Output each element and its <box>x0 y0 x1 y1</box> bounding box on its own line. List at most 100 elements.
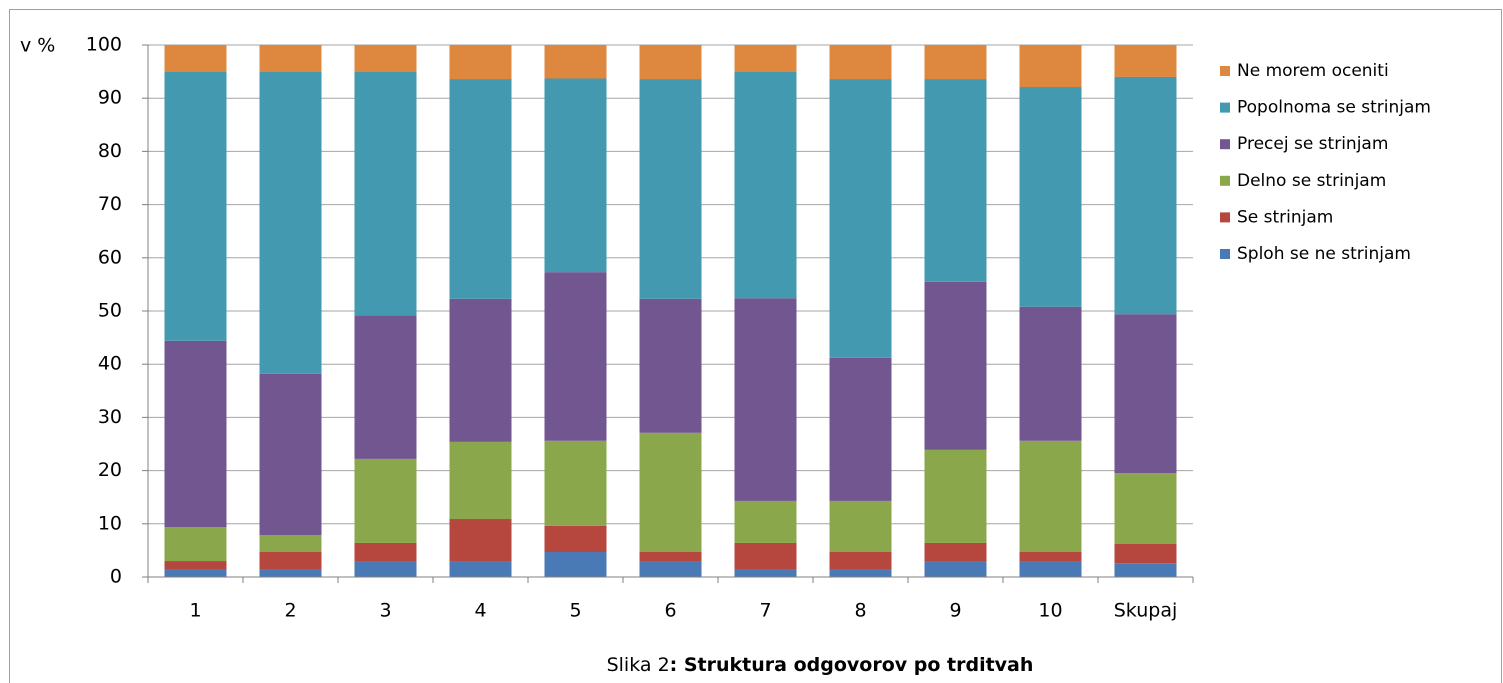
bar-segment <box>164 569 227 577</box>
y-tick-label: 90 <box>98 87 122 109</box>
legend-swatch <box>1220 102 1230 113</box>
y-tick-label: 50 <box>98 300 122 322</box>
bar-segment <box>829 500 892 552</box>
bar-segment <box>449 298 512 442</box>
legend-swatch <box>1220 175 1230 186</box>
bar-segment <box>639 432 702 552</box>
bar-segment <box>639 45 702 80</box>
caption-prefix: Slika 2 <box>607 654 670 676</box>
x-tick-label: 3 <box>379 600 391 622</box>
bar-segment <box>1114 45 1177 77</box>
y-tick-label: 80 <box>98 140 122 162</box>
bar-segment <box>734 298 797 501</box>
bar-segment <box>639 79 702 299</box>
bar-segment <box>1019 45 1082 88</box>
legend-swatch <box>1220 249 1230 259</box>
bar-segment <box>259 534 322 552</box>
bar-segment <box>829 357 892 501</box>
bar-segment <box>1019 87 1082 307</box>
x-tick-label: 5 <box>569 600 581 622</box>
bar-segment <box>354 458 417 543</box>
bar-segment <box>354 542 417 562</box>
bar-segment <box>1114 314 1177 474</box>
bar-segment <box>164 71 227 341</box>
bar-segment <box>544 78 607 273</box>
bar-segment <box>354 561 417 577</box>
bar-segment <box>164 526 227 562</box>
x-tick-label: 9 <box>949 600 961 622</box>
bar-segment <box>1019 440 1082 552</box>
x-tick-label: 6 <box>664 600 676 622</box>
caption-title: : Struktura odgovorov po trditvah <box>670 654 1034 676</box>
bar-segment <box>449 45 512 80</box>
bar-segment <box>259 551 322 570</box>
y-tick-label: 60 <box>98 246 122 268</box>
x-tick-label: Skupaj <box>1114 600 1178 622</box>
bar-segment <box>1114 563 1177 577</box>
bar-segment <box>924 542 987 562</box>
x-tick-label: 10 <box>1038 600 1062 622</box>
legend-swatch <box>1220 212 1230 223</box>
legend-label: Ne morem oceniti <box>1237 61 1389 81</box>
bar-segment <box>449 519 512 562</box>
x-tick-label: 8 <box>854 600 866 622</box>
bar-segment <box>354 71 417 316</box>
bar-segment <box>924 79 987 282</box>
bar-segment <box>449 441 512 520</box>
bar-segment <box>829 569 892 577</box>
bar-segment <box>1019 561 1082 577</box>
y-axis-label: v % <box>20 35 55 57</box>
bar-segment <box>259 45 322 72</box>
bar-segment <box>829 551 892 570</box>
legend-swatch <box>1220 66 1230 76</box>
legend-label: Precej se strinjam <box>1237 134 1388 154</box>
bar-segment <box>544 45 607 79</box>
bar-segment <box>639 298 702 433</box>
x-tick-label: 1 <box>189 600 201 622</box>
bar-segment <box>639 561 702 577</box>
y-tick-label: 100 <box>86 34 122 56</box>
bar-segment <box>924 45 987 80</box>
y-tick-label: 30 <box>98 406 122 428</box>
bar-segment <box>734 542 797 570</box>
y-tick-label: 0 <box>110 566 122 588</box>
bar-segment <box>734 45 797 72</box>
bar-segment <box>449 561 512 577</box>
bar-segment <box>829 79 892 358</box>
bar-segment <box>259 71 322 374</box>
bar-segment <box>164 45 227 72</box>
bar-segment <box>544 440 607 526</box>
bar-segment <box>924 561 987 577</box>
caption: Slika 2: Struktura odgovorov po trditvah <box>607 654 1034 676</box>
bar-segment <box>449 79 512 299</box>
bar-segment <box>354 315 417 459</box>
x-tick-label: 4 <box>474 600 486 622</box>
bar-segment <box>1114 544 1177 564</box>
bar-segment <box>924 281 987 450</box>
y-tick-label: 70 <box>98 193 122 215</box>
bar-segment <box>259 569 322 577</box>
bar-segment <box>1019 551 1082 562</box>
y-tick-label: 20 <box>98 459 122 481</box>
x-tick-label: 7 <box>759 600 771 622</box>
x-tick-label: 2 <box>284 600 296 622</box>
bar-segment <box>734 71 797 299</box>
bar-segment <box>1019 306 1082 441</box>
bar-segment <box>829 45 892 80</box>
bar-segment <box>924 449 987 543</box>
bar-segment <box>164 561 227 570</box>
bar-segment <box>544 551 607 577</box>
bar-segment <box>734 500 797 543</box>
bar-segment <box>259 373 322 535</box>
bar-segment <box>639 551 702 562</box>
legend-swatch <box>1220 139 1230 150</box>
frame <box>9 9 1502 683</box>
legend-label: Delno se strinjam <box>1237 171 1386 191</box>
bar-segment <box>544 525 607 552</box>
bar-segment <box>164 340 227 527</box>
bar-segment <box>1114 473 1177 545</box>
legend-label: Se strinjam <box>1237 207 1333 227</box>
legend-label: Popolnoma se strinjam <box>1237 98 1431 118</box>
y-tick-label: 40 <box>98 353 122 375</box>
